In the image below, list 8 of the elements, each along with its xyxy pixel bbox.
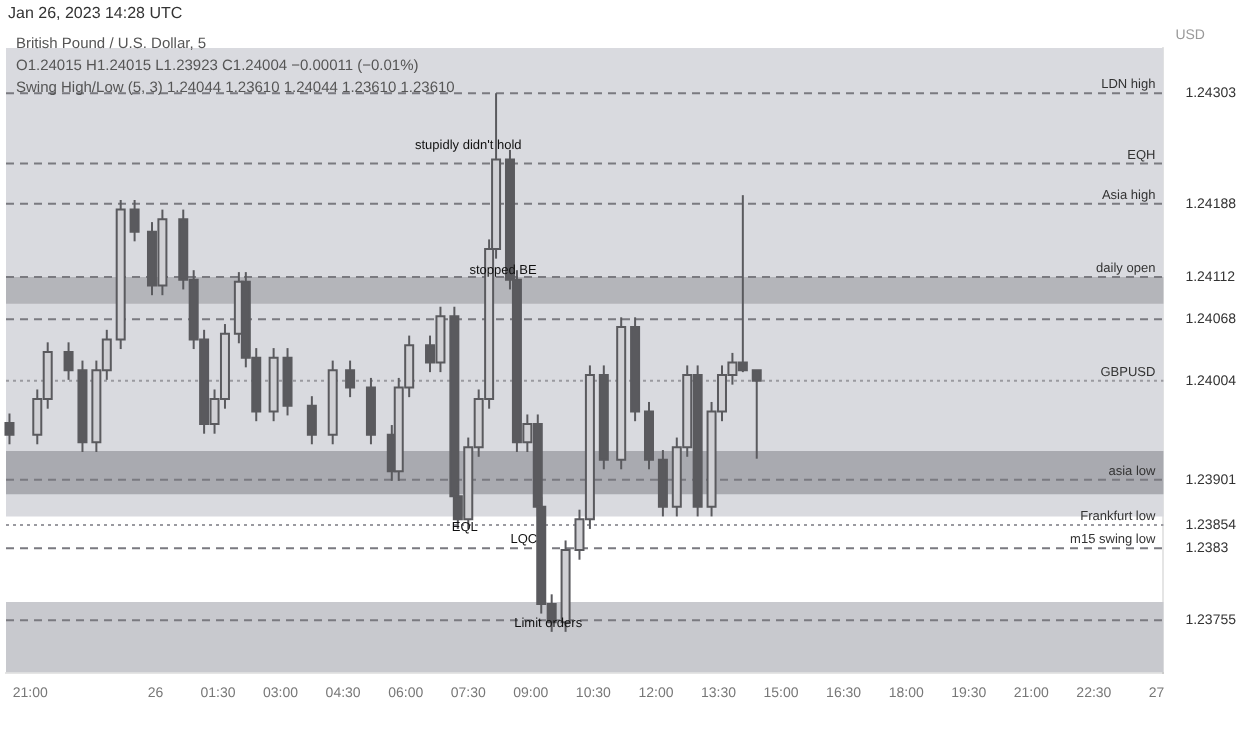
candlestick <box>4 412 15 446</box>
candlestick <box>657 449 668 518</box>
candlestick <box>365 376 376 446</box>
candlestick <box>129 198 140 243</box>
candlestick <box>345 359 356 399</box>
candlestick <box>751 369 762 460</box>
text: Jan 26, 2023 14:28 UTC <box>8 4 183 22</box>
candlestick <box>306 395 317 446</box>
